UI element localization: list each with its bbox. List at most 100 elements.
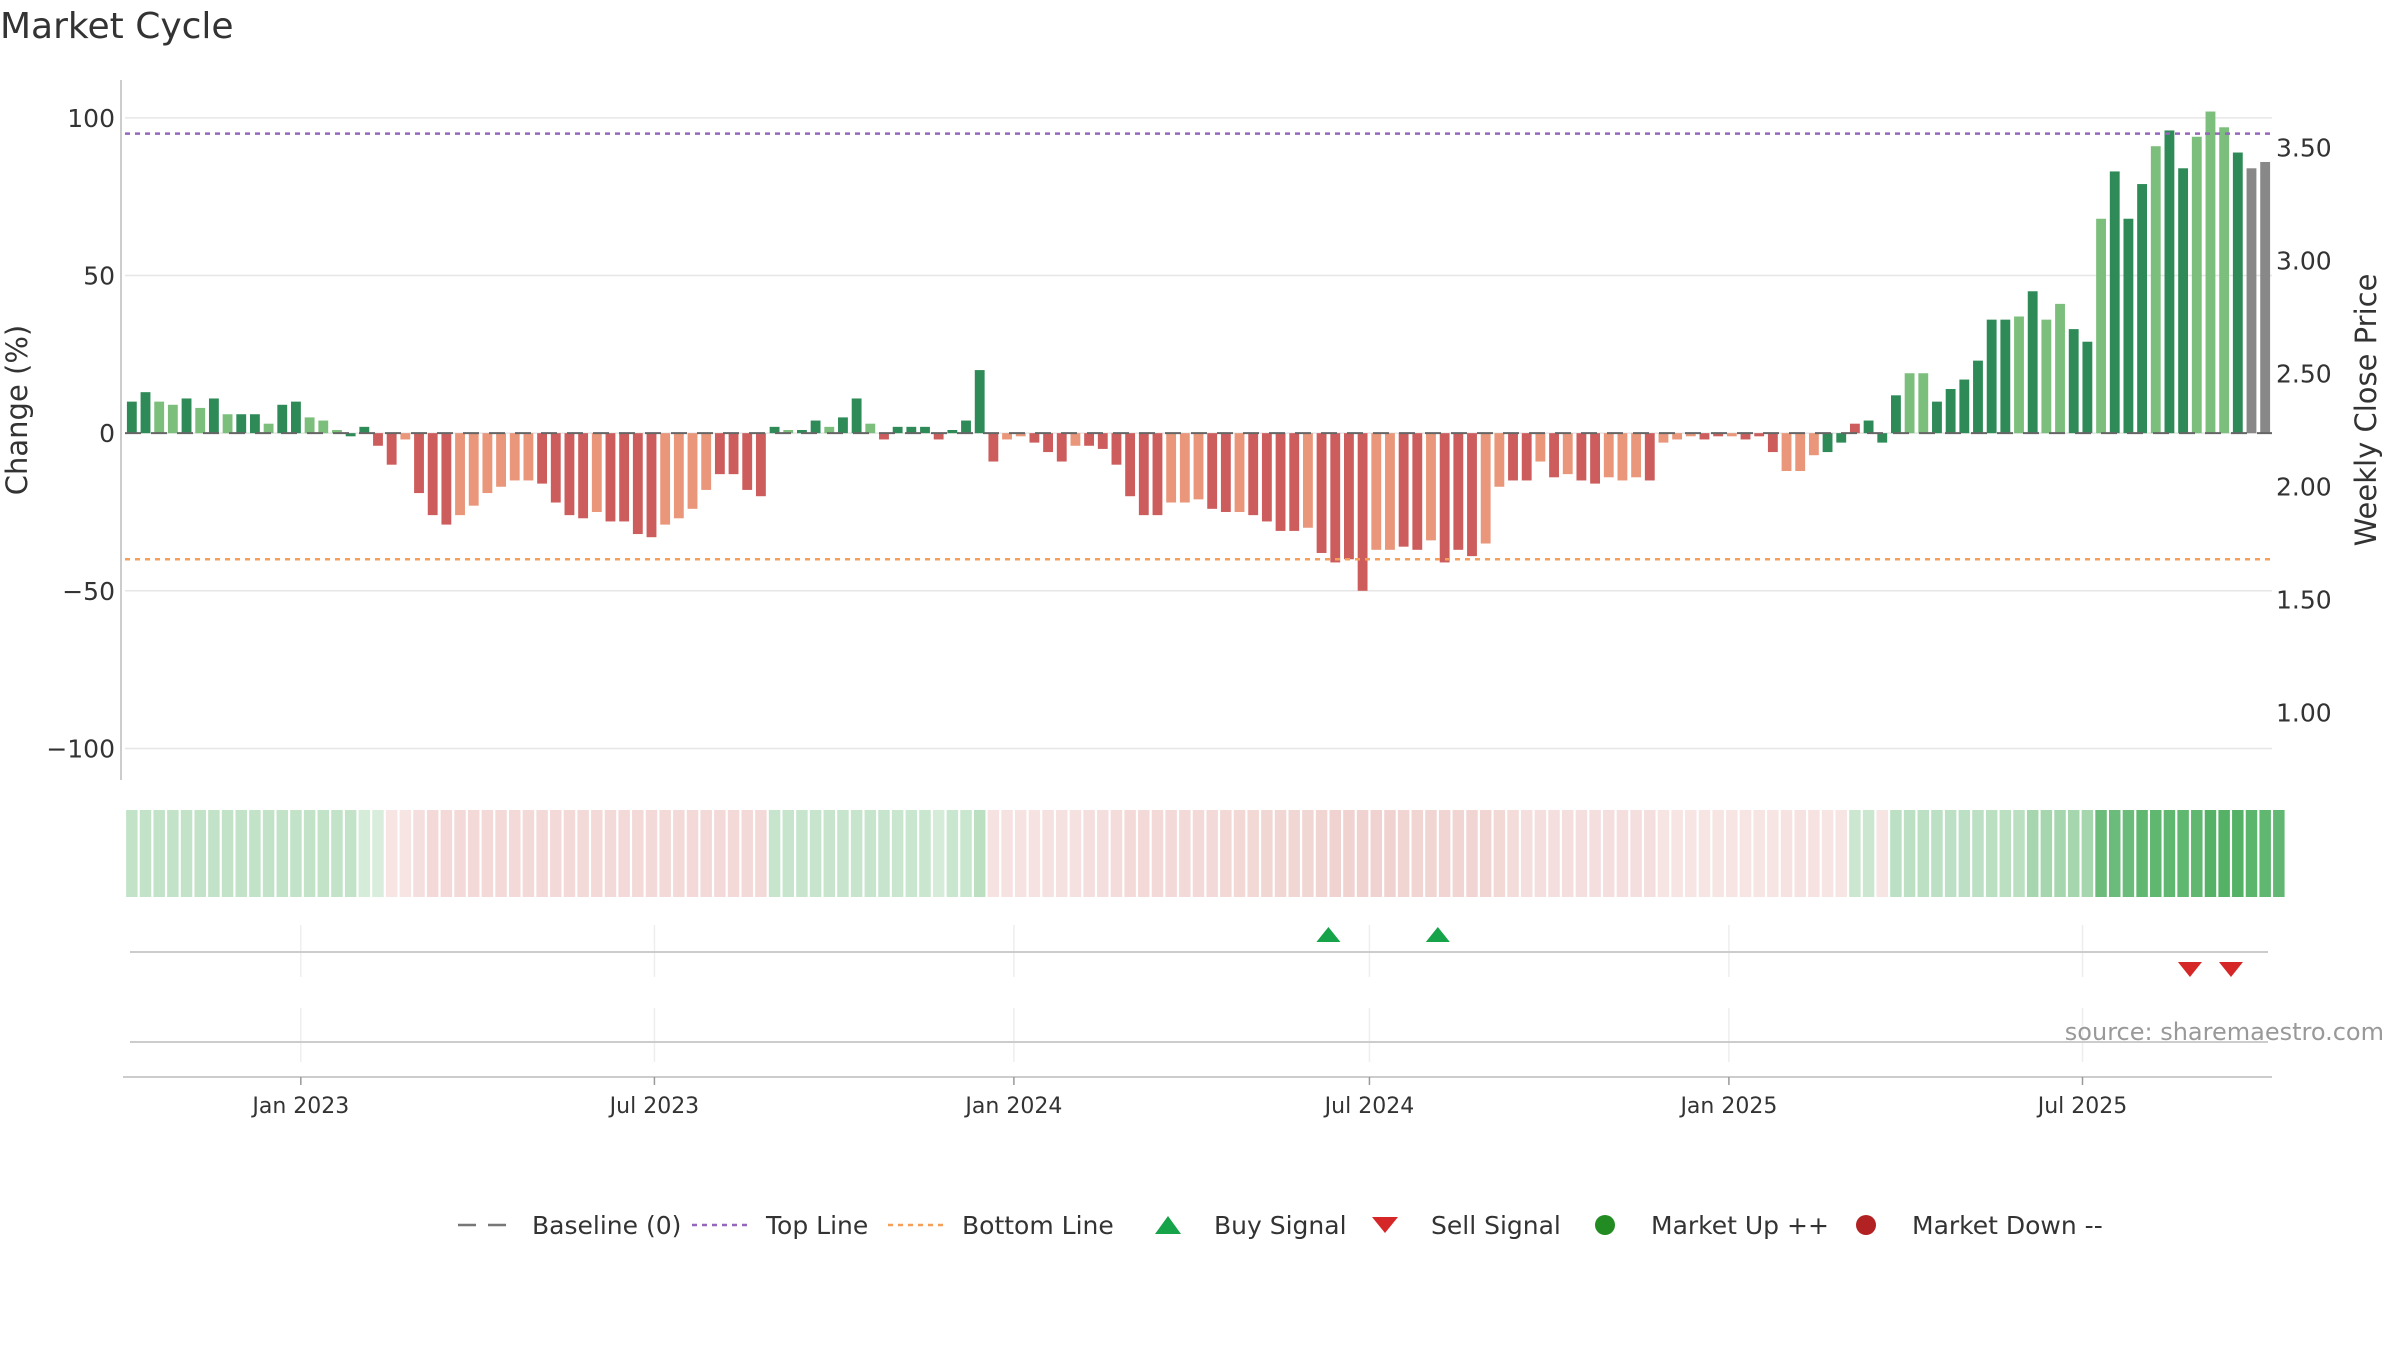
heat-cell [1056, 810, 1068, 897]
bar [961, 420, 971, 434]
bar [1877, 433, 1888, 443]
bar [1426, 433, 1436, 541]
bar [195, 407, 206, 434]
heat-cell [1561, 810, 1574, 897]
heat-cell [1985, 810, 1998, 897]
bar [1002, 433, 1012, 440]
bar [1193, 433, 1204, 500]
heat-cell [632, 810, 644, 897]
bar [1658, 433, 1669, 443]
x-tick-label: Jan 2024 [963, 1094, 1062, 1119]
heat-cell [2040, 810, 2053, 897]
heat-cell [700, 810, 712, 897]
heat-cell [1411, 810, 1424, 897]
heat-cell [508, 810, 521, 897]
bar [1945, 389, 1956, 434]
heat-cell [1698, 810, 1711, 897]
bar [2191, 136, 2202, 434]
heat-cell [276, 810, 289, 897]
heat-cell [1097, 810, 1109, 897]
bar [810, 420, 821, 434]
x-tick-label: Jan 2025 [1678, 1094, 1777, 1119]
bar [755, 433, 766, 497]
heat-cell [823, 810, 836, 897]
bar [181, 398, 192, 434]
heat-cell [262, 810, 275, 897]
bar [1726, 433, 1737, 437]
heat-cell [973, 810, 986, 897]
heat-cell [2122, 810, 2135, 897]
heat-cell [714, 810, 726, 897]
bar [263, 423, 274, 434]
heat-cell [1343, 810, 1355, 897]
heat-cell [1220, 810, 1232, 897]
bar [1494, 433, 1505, 487]
legend-swatch-circle [1595, 1215, 1615, 1235]
x-tick-label: Jan 2023 [250, 1094, 349, 1119]
heat-cell [2204, 810, 2217, 897]
heat-cell [2013, 810, 2025, 897]
bar [236, 414, 247, 434]
heat-cell [987, 810, 1000, 897]
bar [1261, 433, 1272, 522]
heat-cell [1329, 810, 1341, 897]
bar [1234, 433, 1245, 512]
bar [564, 433, 575, 516]
bar [1179, 433, 1190, 503]
regime-panel [130, 1008, 2268, 1062]
bar [1808, 433, 1819, 456]
legend-item: Baseline (0) [458, 1211, 681, 1240]
heat-cell [1767, 810, 1779, 897]
legend-item: Bottom Line [888, 1211, 1114, 1240]
legend-item: Buy Signal [1155, 1211, 1347, 1240]
bar [2137, 184, 2148, 434]
heat-cell [467, 810, 480, 897]
heat-cell [1603, 810, 1615, 897]
heat-cell [372, 810, 384, 897]
bar [1699, 433, 1710, 440]
heat-cell [1438, 810, 1451, 897]
x-tick-label: Jul 2023 [608, 1094, 700, 1119]
heat-cell [604, 810, 617, 897]
heat-cell [2150, 810, 2162, 897]
bar [1152, 433, 1163, 516]
heat-cell [536, 810, 548, 897]
bar [386, 433, 397, 465]
heat-cell [126, 810, 138, 897]
heat-cell [1575, 810, 1588, 897]
heat-cell [782, 810, 794, 897]
heat-cell [618, 810, 630, 897]
bar [1111, 433, 1122, 465]
bar [1097, 433, 1108, 449]
heat-cell [755, 810, 767, 897]
heat-cell [1862, 810, 1875, 897]
bar [1357, 433, 1368, 591]
bar [1453, 433, 1464, 550]
bar [304, 417, 315, 434]
heat-cell [1520, 810, 1533, 897]
bar [988, 433, 999, 462]
source-label: source: sharemaestro.com [2065, 1018, 2384, 1046]
heat-cell [481, 810, 494, 897]
heat-cell [659, 810, 671, 897]
bar [1576, 433, 1587, 481]
heat-cell [727, 810, 740, 897]
heat-cell [878, 810, 890, 897]
heat-cell [1616, 810, 1629, 897]
bar [2041, 319, 2052, 434]
heat-cell [1507, 810, 1519, 897]
heat-cell [139, 810, 152, 897]
heat-cell [2245, 810, 2258, 897]
x-axis: Jan 2023 Jul 2023 Jan 2024 Jul 2024 Jan 2025… [123, 1076, 2272, 1119]
heat-cell [1685, 810, 1697, 897]
bar [2055, 303, 2065, 434]
legend-label: Market Down -- [1912, 1211, 2103, 1240]
bar [2260, 161, 2271, 434]
y2-tick-label: 2.00 [2276, 472, 2332, 501]
bar [687, 433, 698, 509]
heat-cell [1138, 810, 1150, 897]
heat-cell [1548, 810, 1560, 897]
bar [2082, 341, 2093, 434]
heat-cell [1247, 810, 1259, 897]
